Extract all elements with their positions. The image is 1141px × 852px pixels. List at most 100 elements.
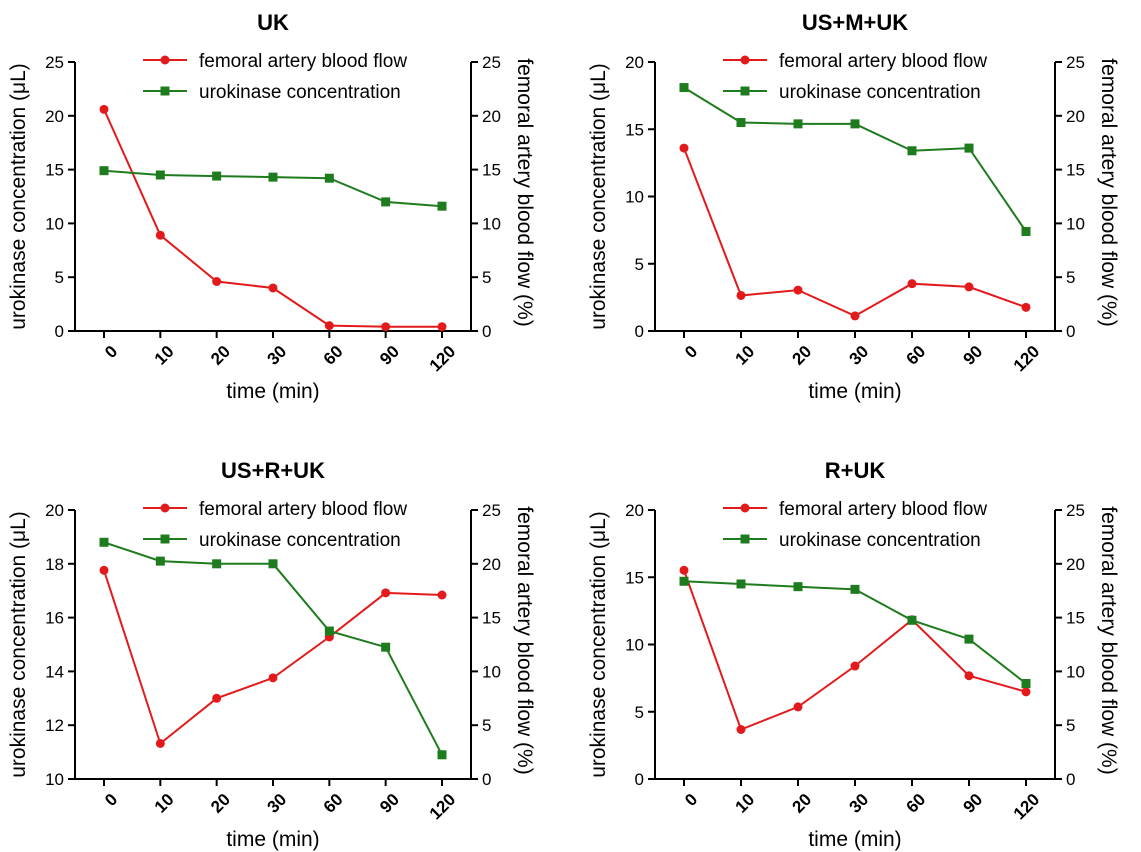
right-y-tick-label: 10 (1066, 662, 1085, 681)
right-y-tick-label: 25 (1066, 501, 1085, 520)
legend-red-marker (740, 55, 750, 65)
left-y-tick-label: 25 (45, 53, 64, 72)
urokinase-point (679, 576, 689, 586)
blood-flow-point (381, 322, 391, 332)
x-tick-label: 30 (263, 342, 290, 369)
urokinase-point (736, 118, 746, 128)
right-y-axis-label: femoral artery blood flow (%) (1097, 58, 1120, 326)
urokinase-point (964, 634, 974, 644)
x-tick-label: 120 (426, 790, 459, 823)
left-y-tick-label: 5 (635, 255, 644, 274)
legend-red-marker (160, 503, 170, 513)
urokinase-point (155, 170, 165, 180)
chart-title: R+UK (825, 458, 886, 483)
right-y-tick-label: 25 (1066, 53, 1085, 72)
blood-flow-point (155, 230, 165, 240)
urokinase-point (437, 201, 447, 211)
x-tick-label: 60 (320, 342, 347, 369)
chart-title: US+M+UK (802, 10, 908, 35)
legend-red-marker (160, 55, 170, 65)
left-y-tick-label: 20 (625, 501, 644, 520)
left-y-tick-label: 0 (55, 322, 64, 341)
blood-flow-point (736, 725, 746, 735)
urokinase-point (793, 582, 803, 592)
x-tick-label: 60 (902, 342, 929, 369)
x-tick-label: 20 (788, 342, 815, 369)
chart-panel: UK 0 5 10 15 20 25 0 5 10 15 20 25 0 10 20 30 60 90 120 time… (7, 10, 536, 403)
right-y-axis-label: femoral artery blood flow (%) (513, 58, 536, 326)
right-y-tick-label: 15 (1066, 161, 1085, 180)
blood-flow-point (437, 590, 447, 600)
x-axis-label: time (min) (226, 828, 319, 851)
blood-flow-point (212, 693, 222, 703)
right-y-axis-label: femoral artery blood flow (%) (1097, 506, 1120, 774)
urokinase-line (103, 541, 443, 756)
right-y-axis-label: femoral artery blood flow (%) (513, 506, 536, 774)
urokinase-point (437, 750, 447, 760)
urokinase-point (381, 642, 391, 652)
blood-flow-point (381, 588, 391, 598)
x-tick-label: 20 (788, 790, 815, 817)
x-tick-label: 120 (1010, 790, 1043, 823)
urokinase-point (1021, 226, 1031, 236)
blood-flow-point (679, 143, 689, 153)
right-y-tick-label: 10 (1066, 214, 1085, 233)
urokinase-point (381, 197, 391, 207)
urokinase-point (736, 579, 746, 589)
left-y-tick-label: 5 (55, 268, 64, 287)
right-y-tick-label: 25 (482, 501, 501, 520)
x-tick-label: 90 (959, 790, 986, 817)
left-y-tick-label: 14 (45, 662, 64, 681)
right-y-tick-label: 20 (1066, 107, 1085, 126)
right-y-tick-label: 15 (482, 161, 501, 180)
urokinase-point (99, 166, 109, 176)
blood-flow-point (99, 565, 109, 575)
x-tick-label: 10 (151, 790, 178, 817)
urokinase-point (212, 171, 222, 181)
left-y-axis-label: urokinase concentration (μL) (7, 511, 30, 778)
left-y-tick-label: 10 (625, 636, 644, 655)
blood-flow-line (103, 108, 442, 328)
blood-flow-point (907, 279, 917, 289)
urokinase-point (850, 584, 860, 594)
x-tick-label: 30 (845, 342, 872, 369)
x-tick-label: 120 (1010, 342, 1043, 375)
left-y-tick-label: 10 (45, 214, 64, 233)
chart-panel: R+UK 0 5 10 15 20 0 5 10 15 20 25 0 10 20 30 60 90 120 time… (587, 458, 1120, 851)
urokinase-point (155, 556, 165, 566)
blood-flow-point (793, 285, 803, 295)
blood-flow-line (683, 147, 1027, 318)
left-y-tick-label: 5 (635, 703, 644, 722)
legend-label-blood-flow: femoral artery blood flow (779, 51, 987, 72)
blood-flow-point (679, 565, 689, 575)
right-y-tick-label: 0 (1066, 322, 1075, 341)
blood-flow-point (268, 283, 278, 293)
legend-red-marker (740, 503, 750, 513)
blood-flow-point (964, 671, 974, 681)
left-y-tick-label: 12 (45, 716, 64, 735)
urokinase-point (964, 143, 974, 153)
blood-flow-point (964, 282, 974, 292)
blood-flow-point (212, 277, 222, 287)
blood-flow-point (324, 321, 334, 331)
urokinase-point (268, 559, 278, 569)
right-y-tick-label: 0 (482, 322, 491, 341)
right-y-tick-label: 10 (482, 214, 501, 233)
legend-label-urokinase: urokinase concentration (779, 82, 981, 103)
left-y-axis-label: urokinase concentration (μL) (587, 63, 610, 330)
left-y-tick-label: 16 (45, 609, 64, 628)
blood-flow-line (683, 569, 1027, 731)
left-y-tick-label: 10 (45, 770, 64, 789)
x-axis-label: time (min) (808, 828, 901, 851)
x-tick-label: 0 (101, 790, 121, 810)
legend-label-urokinase: urokinase concentration (199, 530, 401, 551)
right-y-tick-label: 5 (1066, 268, 1075, 287)
x-tick-label: 20 (207, 342, 234, 369)
chart-title: US+R+UK (221, 458, 325, 483)
urokinase-point (212, 559, 222, 569)
right-y-tick-label: 15 (482, 609, 501, 628)
legend-green-marker (160, 534, 170, 544)
blood-flow-point (1021, 687, 1031, 697)
